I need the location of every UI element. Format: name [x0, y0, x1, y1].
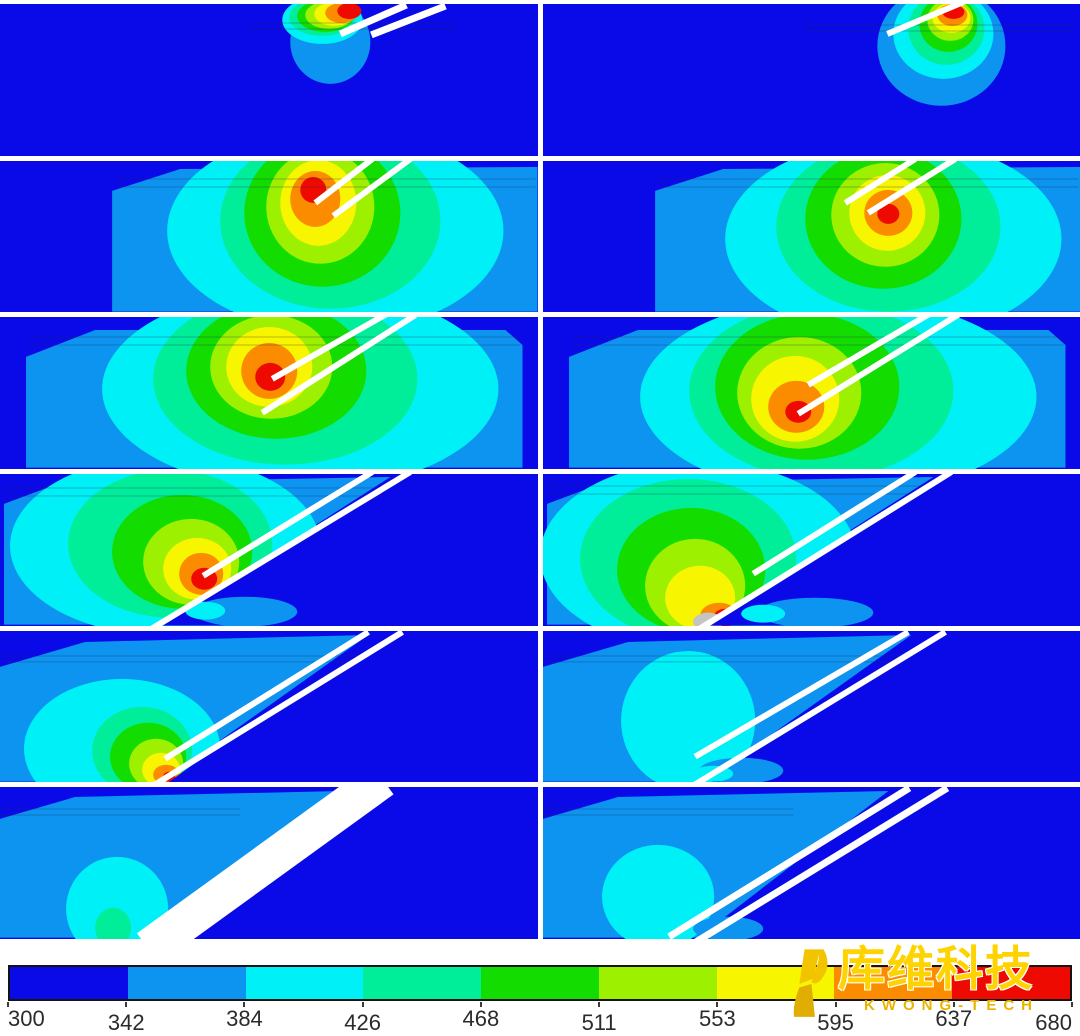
contour-panel-r1c2 [543, 4, 1080, 156]
colorbar-segment-blue [10, 967, 128, 999]
colorbar [8, 965, 1072, 1001]
contour-grid [0, 0, 1080, 939]
colorbar-label-511: 511 [582, 1010, 617, 1036]
colorbar-label-300: 300 [8, 1006, 45, 1032]
colorbar-label-553: 553 [699, 1006, 736, 1032]
contour-panel-r4c1 [0, 474, 538, 626]
colorbar-tick [1071, 1002, 1073, 1007]
colorbar-label-426: 426 [344, 1010, 381, 1036]
colorbar-segment-orange [834, 967, 952, 999]
colorbar-segment-chartreuse [599, 967, 717, 999]
colorbar-label-637: 637 [935, 1006, 972, 1032]
contour-panel-r1c1 [0, 4, 538, 156]
colorbar-tick [125, 1002, 127, 1007]
colorbar-label-384: 384 [226, 1006, 263, 1032]
colorbar-tick [598, 1002, 600, 1007]
contour-panel-r4c2 [543, 474, 1080, 626]
contour-panel-r5c2 [543, 631, 1080, 783]
contour-panel-r3c1 [0, 317, 538, 469]
colorbar-label-468: 468 [463, 1006, 500, 1032]
colorbar-tick [362, 1002, 364, 1007]
colorbar-label-595: 595 [817, 1010, 854, 1036]
contour-panel-r6c1 [0, 787, 538, 939]
colorbar-segment-red [952, 967, 1070, 999]
contour-panel-r3c2 [543, 317, 1080, 469]
colorbar-label-680: 680 [1035, 1010, 1072, 1036]
colorbar-segment-spring [363, 967, 481, 999]
colorbar-segment-green [481, 967, 599, 999]
colorbar-segment-yellow [717, 967, 835, 999]
contour-panel-r5c1 [0, 631, 538, 783]
colorbar-segment-cyan [246, 967, 364, 999]
contour-panel-r6c2 [543, 787, 1080, 939]
colorbar-segment-dodger [128, 967, 246, 999]
colorbar-tick [835, 1002, 837, 1007]
contour-panel-r2c1 [0, 161, 538, 313]
colorbar-label-342: 342 [108, 1010, 145, 1036]
contour-panel-r2c2 [543, 161, 1080, 313]
